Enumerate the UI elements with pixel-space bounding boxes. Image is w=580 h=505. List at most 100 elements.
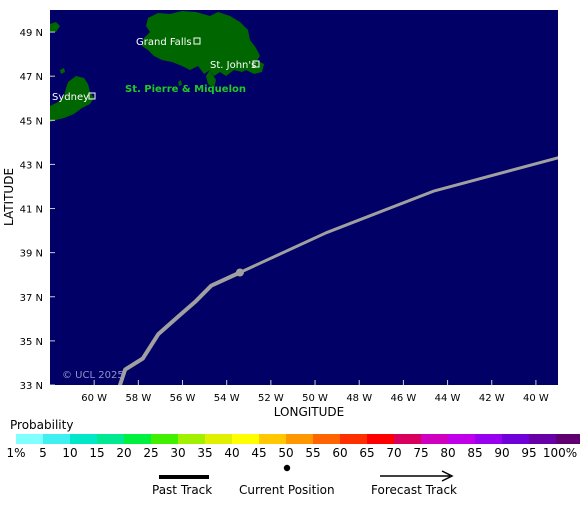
probability-label: 15 xyxy=(89,446,105,460)
probability-label: 35 xyxy=(197,446,213,460)
longitude-tick-label: 50 W xyxy=(302,393,328,404)
track-map: Grand Falls St. John's Sydney St. Pierre… xyxy=(50,10,558,385)
avalon-peninsula xyxy=(244,56,264,74)
probability-label: 100% xyxy=(542,446,578,460)
longitude-tick-label: 58 W xyxy=(125,393,151,404)
probability-swatch xyxy=(502,434,529,444)
probability-swatch xyxy=(394,434,421,444)
past-track-line-icon xyxy=(159,475,209,479)
probability-color-scale xyxy=(16,434,580,444)
probability-swatch xyxy=(151,434,178,444)
probability-label: 65 xyxy=(359,446,375,460)
probability-title: Probability xyxy=(10,418,74,432)
probability-label: 60 xyxy=(332,446,348,460)
track-legend: Past Track Current Position Forecast Tra… xyxy=(0,460,580,505)
longitude-tick-labels: 60 W 58 W 56 W 54 W 52 W 50 W 48 W 46 W 44 W 42 W… xyxy=(81,393,549,404)
latitude-tick-label: 43 N xyxy=(20,160,43,171)
city-marker-icon xyxy=(193,37,201,45)
probability-label: 75 xyxy=(413,446,429,460)
latitude-tick-labels: 49 N 47 N 45 N 43 N 41 N 39 N 37 N 35 N 33 N xyxy=(20,28,43,392)
probability-swatch xyxy=(556,434,580,444)
probability-scale-labels: 1% 5 10 15 20 25 30 35 40 45 50 55 60 65 70 75 80 85 90 95 1… xyxy=(0,446,580,460)
probability-label: 80 xyxy=(440,446,456,460)
place-label: St. John's xyxy=(210,60,256,71)
latitude-tick-label: 37 N xyxy=(20,293,43,304)
longitude-tick-label: 48 W xyxy=(346,393,372,404)
labrador-fragment xyxy=(50,22,60,32)
probability-label: 85 xyxy=(467,446,483,460)
newfoundland-landmass xyxy=(142,11,260,76)
burin-peninsula xyxy=(206,70,216,88)
territory-label: St. Pierre & Miquelon xyxy=(125,84,246,95)
latitude-tick-label: 49 N xyxy=(20,28,43,39)
probability-swatch xyxy=(313,434,340,444)
ocean xyxy=(50,10,558,385)
probability-swatch xyxy=(205,434,232,444)
place-sydney: Sydney xyxy=(52,92,96,103)
place-st-johns: St. John's xyxy=(210,60,260,71)
latitude-tick-label: 33 N xyxy=(20,381,43,392)
current-position-marker xyxy=(235,268,244,277)
latitude-tick-label: 39 N xyxy=(20,249,43,260)
city-marker-icon xyxy=(252,60,260,68)
place-grand-falls: Grand Falls xyxy=(136,37,201,48)
past-track-segment xyxy=(117,270,241,385)
latitude-tick-label: 41 N xyxy=(20,205,43,216)
place-label: Grand Falls xyxy=(136,37,192,48)
latitude-tick-label: 35 N xyxy=(20,337,43,348)
probability-label: 40 xyxy=(224,446,240,460)
probability-label: 90 xyxy=(494,446,510,460)
probability-swatch xyxy=(340,434,367,444)
current-position-dot-icon xyxy=(283,464,291,472)
probability-swatch xyxy=(448,434,475,444)
map-frame: Grand Falls St. John's Sydney St. Pierre… xyxy=(50,10,558,385)
probability-label: 25 xyxy=(143,446,159,460)
probability-swatch xyxy=(16,434,43,444)
probability-label: 5 xyxy=(39,446,47,460)
probability-swatch xyxy=(178,434,205,444)
probability-label: 95 xyxy=(521,446,537,460)
longitude-tick-label: 54 W xyxy=(214,393,240,404)
latitude-tick-label: 47 N xyxy=(20,72,43,83)
latitude-tick-label: 45 N xyxy=(20,116,43,127)
st-pierre-islands xyxy=(178,80,182,86)
longitude-tick-label: 40 W xyxy=(523,393,549,404)
probability-label: 45 xyxy=(251,446,267,460)
probability-swatch xyxy=(529,434,556,444)
map-axes: 60 W 58 W 56 W 54 W 52 W 50 W 48 W 46 W 44 W 42 W… xyxy=(2,28,549,419)
small-island xyxy=(60,68,65,74)
longitude-tick-label: 42 W xyxy=(479,393,505,404)
probability-swatch xyxy=(367,434,394,444)
place-label: Sydney xyxy=(52,92,89,103)
longitude-ticks xyxy=(93,380,537,385)
probability-swatch xyxy=(124,434,151,444)
probability-label: 1% xyxy=(6,446,26,460)
probability-label: 55 xyxy=(305,446,321,460)
past-track-label: Past Track xyxy=(152,483,213,497)
probability-label: 20 xyxy=(116,446,132,460)
probability-swatch xyxy=(259,434,286,444)
city-marker-icon xyxy=(88,92,96,100)
probability-swatch xyxy=(97,434,124,444)
probability-swatch xyxy=(70,434,97,444)
probability-label: 70 xyxy=(386,446,402,460)
longitude-tick-label: 56 W xyxy=(170,393,196,404)
current-position-label: Current Position xyxy=(239,483,335,497)
probability-swatch xyxy=(286,434,313,444)
longitude-tick-label: 46 W xyxy=(390,393,416,404)
probability-swatch xyxy=(43,434,70,444)
probability-swatch xyxy=(475,434,502,444)
probability-swatch xyxy=(421,434,448,444)
x-axis-title: LONGITUDE xyxy=(274,405,344,419)
forecast-track-arrow-icon xyxy=(380,470,454,482)
longitude-tick-label: 52 W xyxy=(258,393,284,404)
probability-label: 10 xyxy=(62,446,78,460)
latitude-ticks xyxy=(50,31,55,385)
longitude-tick-label: 60 W xyxy=(81,393,107,404)
copyright-label: © UCL 2025 xyxy=(62,370,124,381)
y-axis-title: LATITUDE xyxy=(2,168,16,226)
forecast-track-label: Forecast Track xyxy=(371,483,457,497)
longitude-tick-label: 44 W xyxy=(435,393,461,404)
probability-label: 50 xyxy=(278,446,294,460)
probability-label: 30 xyxy=(170,446,186,460)
